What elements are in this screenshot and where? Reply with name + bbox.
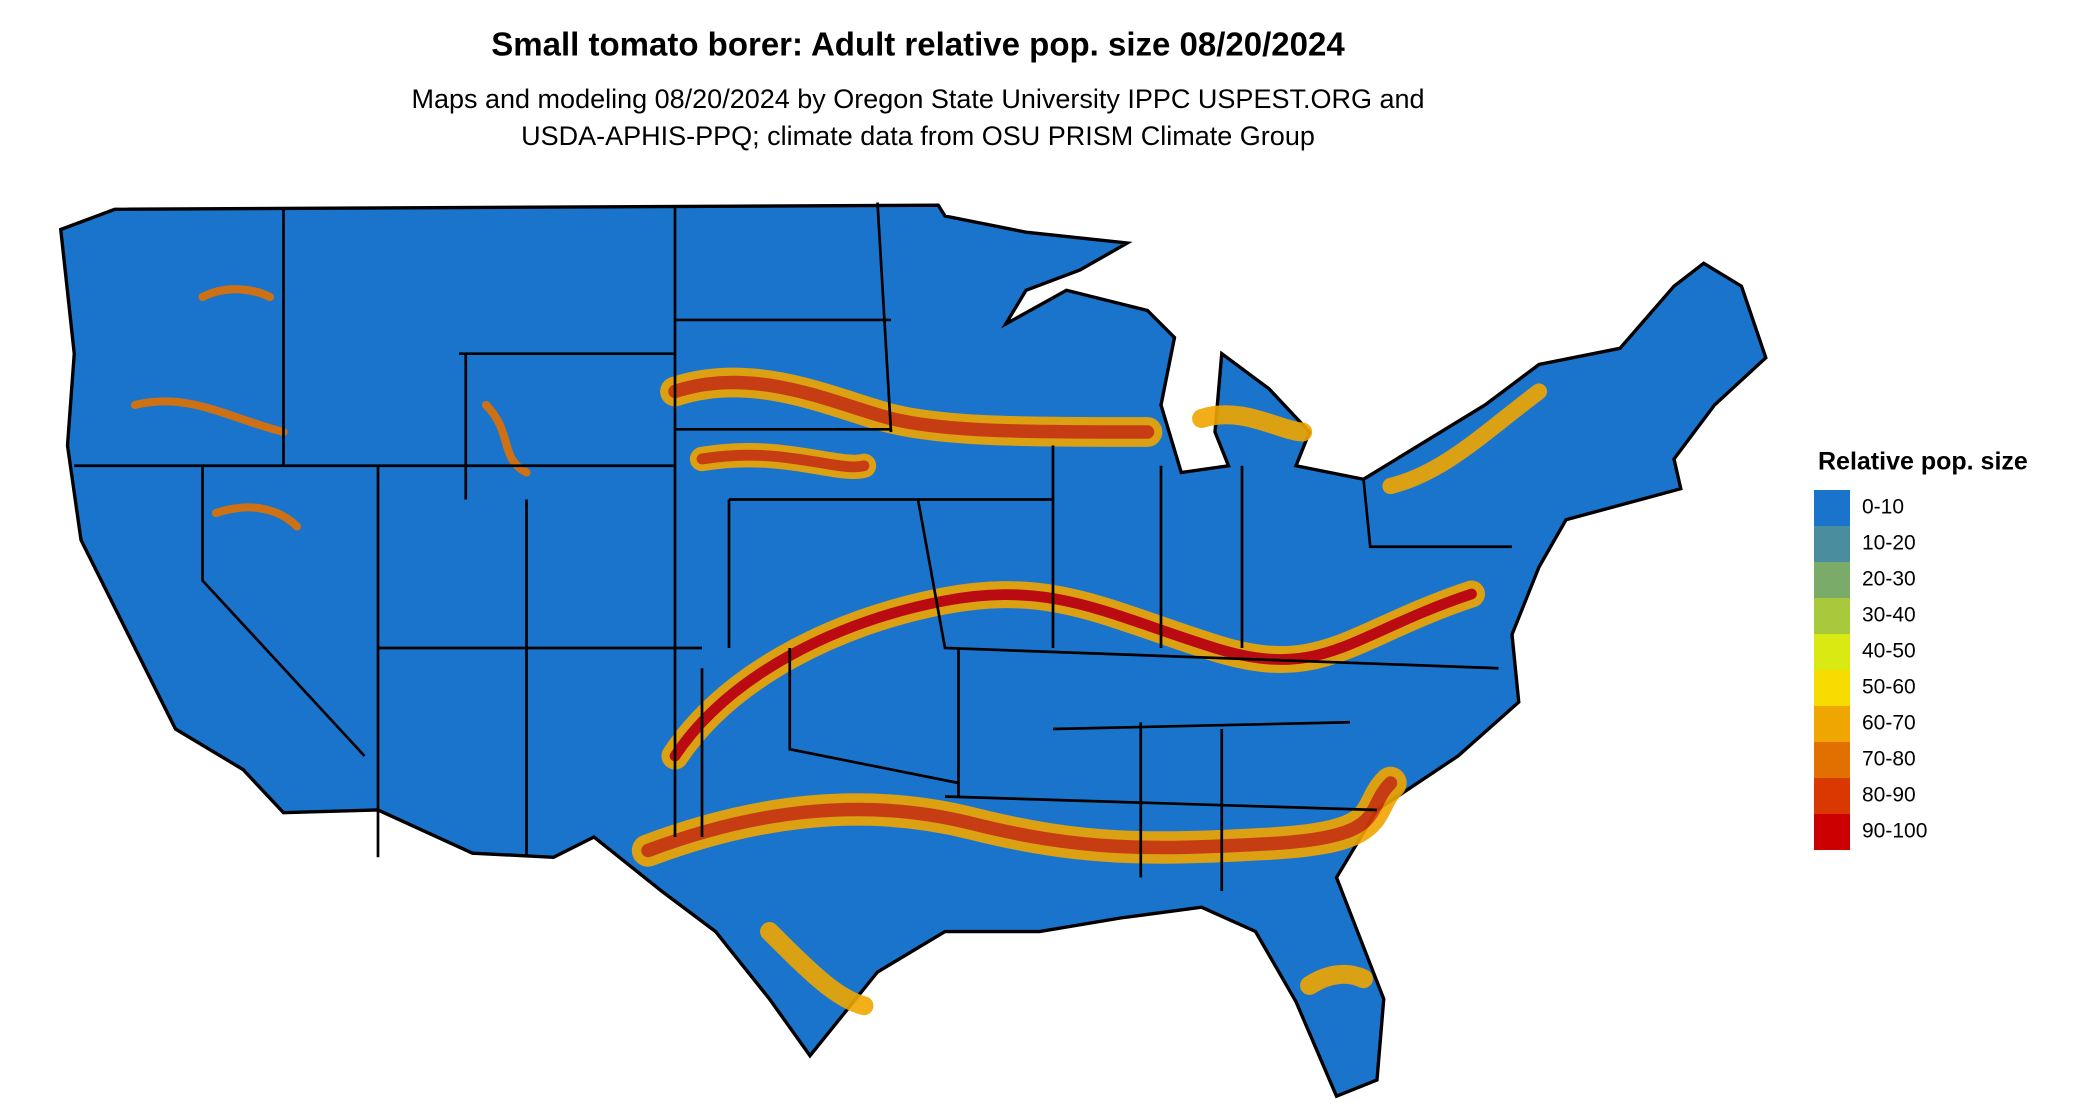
legend-label: 80-90	[1862, 784, 1916, 807]
legend-swatch	[1814, 562, 1850, 598]
legend-swatch	[1814, 742, 1850, 778]
legend-label: 10-20	[1862, 532, 1916, 555]
legend-swatch	[1814, 814, 1850, 850]
map-subtitle: USDA-APHIS-PPQ; climate data from OSU PR…	[521, 121, 1315, 151]
us-outline	[58, 203, 1768, 1099]
legend-swatch	[1814, 706, 1850, 742]
legend-label: 90-100	[1862, 820, 1927, 843]
legend-swatch	[1814, 778, 1850, 814]
legend-label: 40-50	[1862, 640, 1916, 663]
map-title: Small tomato borer: Adult relative pop. …	[491, 26, 1345, 63]
legend-swatch	[1814, 598, 1850, 634]
legend-swatch	[1814, 634, 1850, 670]
legend-swatch	[1814, 526, 1850, 562]
map-subtitle: Maps and modeling 08/20/2024 by Oregon S…	[411, 84, 1424, 114]
legend-label: 0-10	[1862, 496, 1904, 519]
legend-label: 30-40	[1862, 604, 1916, 627]
legend-label: 20-30	[1862, 568, 1916, 591]
legend-label: 70-80	[1862, 748, 1916, 771]
legend-label: 50-60	[1862, 676, 1916, 699]
legend-swatch	[1814, 670, 1850, 706]
hotspots	[130, 285, 1548, 1016]
legend-title: Relative pop. size	[1818, 448, 2028, 476]
legend-label: 60-70	[1862, 712, 1916, 735]
us-map	[58, 202, 1768, 1099]
state-borders	[74, 202, 1513, 892]
legend-swatch	[1814, 490, 1850, 526]
